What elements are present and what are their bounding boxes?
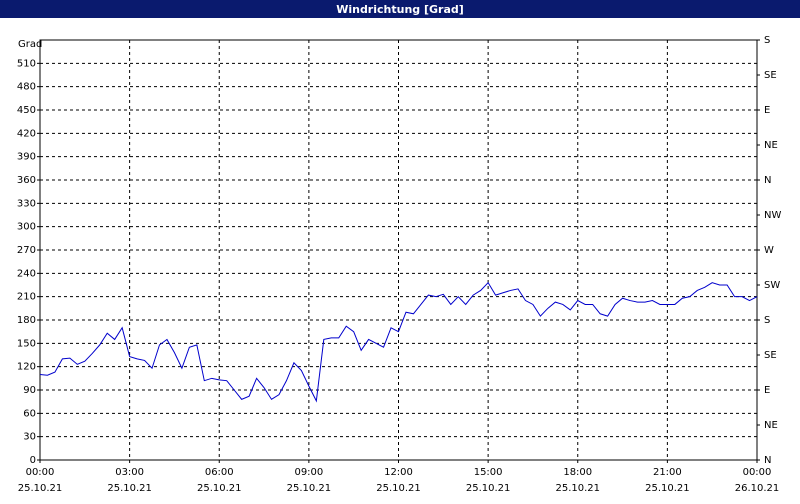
y2-tick-label: NE: [764, 420, 778, 431]
x-tick-label: 00:00: [26, 467, 55, 478]
y-tick-label: 0: [30, 455, 36, 466]
x-tick-date: 25.10.21: [376, 483, 421, 494]
chart-title: Windrichtung [Grad]: [336, 3, 464, 16]
y2-tick-label: NE: [764, 140, 778, 151]
x-tick-label: 12:00: [384, 467, 413, 478]
x-tick-label: 00:00: [743, 467, 772, 478]
y-tick-label: 270: [17, 245, 36, 256]
x-tick-date: 26.10.21: [735, 483, 780, 494]
y2-tick-label: S: [764, 35, 770, 46]
y-tick-label: 90: [23, 385, 36, 396]
y-tick-label: 60: [23, 408, 36, 419]
x-tick-date: 25.10.21: [287, 483, 332, 494]
x-tick-date: 25.10.21: [197, 483, 242, 494]
data-line: [39, 281, 758, 403]
y-tick-label: 510: [17, 58, 36, 69]
y2-tick-label: W: [764, 245, 774, 256]
x-tick-date: 25.10.21: [555, 483, 600, 494]
y-tick-label: 210: [17, 292, 36, 303]
y-tick-label: 30: [23, 432, 36, 443]
y-tick-label: 330: [17, 198, 36, 209]
y-tick-label: 150: [17, 338, 36, 349]
x-tick-label: 18:00: [563, 467, 592, 478]
x-tick-date: 25.10.21: [107, 483, 152, 494]
y2-tick-label: E: [764, 385, 770, 396]
y-tick-label: 180: [17, 315, 36, 326]
y2-tick-label: S: [764, 315, 770, 326]
y2-tick-label: N: [764, 175, 771, 186]
y2-tick-label: E: [764, 105, 770, 116]
title-bar: [0, 0, 800, 18]
x-tick-date: 25.10.21: [466, 483, 511, 494]
y2-tick-label: SW: [764, 280, 780, 291]
y-tick-label: 480: [17, 82, 36, 93]
x-tick-date: 25.10.21: [18, 483, 63, 494]
y-tick-label: 390: [17, 152, 36, 163]
y-tick-label: 120: [17, 362, 36, 373]
y-tick-label: 360: [17, 175, 36, 186]
y-tick-label: 240: [17, 268, 36, 279]
y2-tick-label: N: [764, 455, 771, 466]
x-tick-label: 03:00: [115, 467, 144, 478]
y-tick-label: 420: [17, 128, 36, 139]
x-tick-label: 21:00: [653, 467, 682, 478]
x-tick-label: 06:00: [205, 467, 234, 478]
y-tick-label: 300: [17, 222, 36, 233]
y2-tick-label: SE: [764, 70, 777, 81]
x-tick-label: 09:00: [294, 467, 323, 478]
y-axis-label: Grad: [18, 39, 42, 50]
y2-tick-label: SE: [764, 350, 777, 361]
y-tick-label: 450: [17, 105, 36, 116]
x-tick-date: 25.10.21: [645, 483, 690, 494]
y2-tick-label: NW: [764, 210, 781, 221]
x-tick-label: 15:00: [474, 467, 503, 478]
